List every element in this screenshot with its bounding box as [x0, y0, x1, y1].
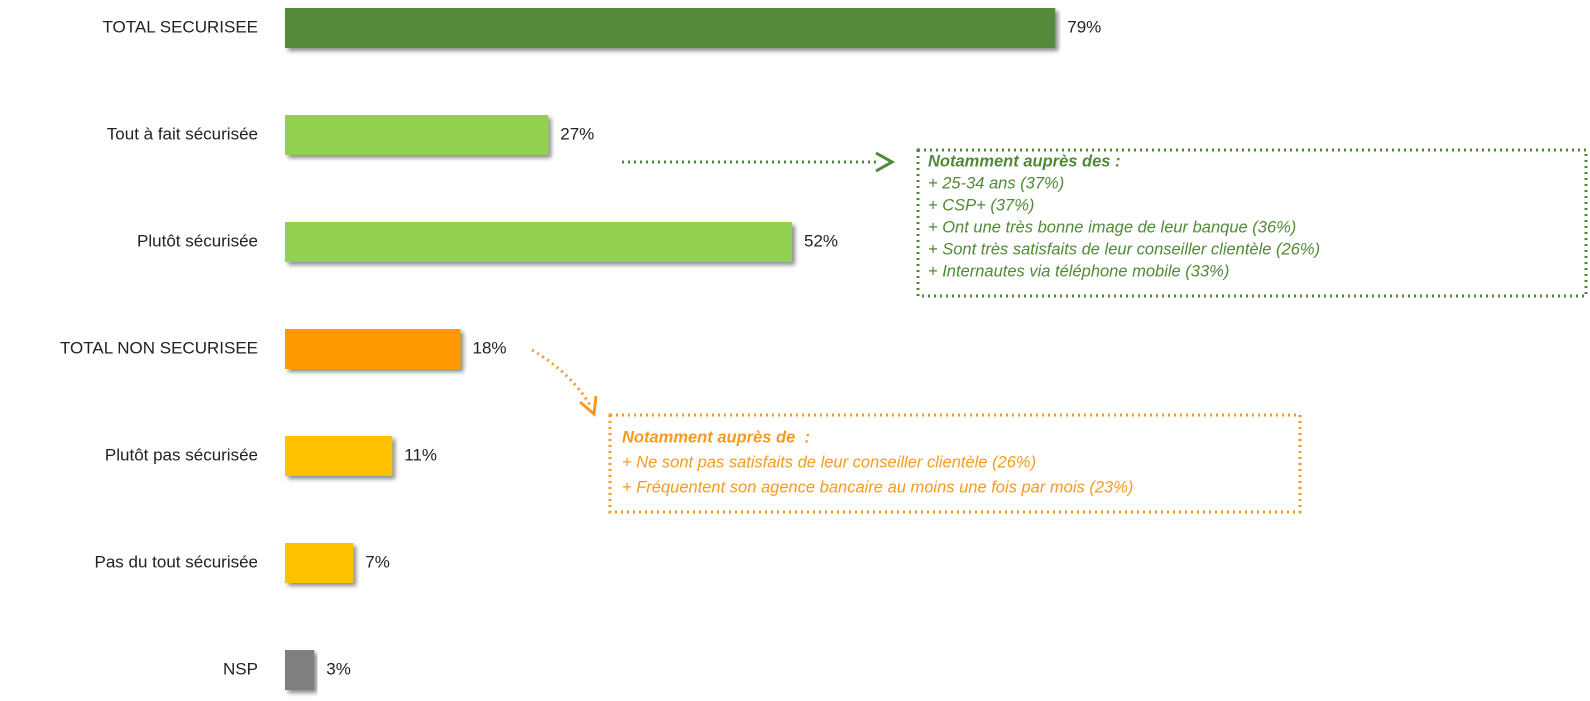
value-label: 18%	[473, 338, 507, 357]
bar	[285, 222, 792, 262]
value-label: 11%	[404, 445, 437, 464]
callout-title: Notamment auprès de :	[622, 428, 810, 446]
arrow-head	[579, 395, 598, 417]
callout-line: + Fréquentent son agence bancaire au moi…	[622, 478, 1133, 496]
category-label: TOTAL SECURISEE	[102, 17, 258, 36]
category-label: Pas du tout sécurisée	[95, 552, 258, 571]
value-label: 27%	[560, 124, 594, 143]
callout-line: + Internautes via téléphone mobile (33%)	[928, 262, 1229, 280]
callout-box	[916, 148, 1588, 298]
bar	[285, 329, 461, 369]
category-label: Plutôt pas sécurisée	[105, 445, 258, 464]
callout-line: + Sont très satisfaits de leur conseille…	[928, 240, 1320, 258]
bar	[285, 543, 354, 583]
value-label: 79%	[1067, 17, 1101, 36]
bar	[285, 436, 393, 476]
bar	[285, 115, 549, 155]
arrow	[531, 348, 592, 406]
callout-line: + 25-34 ans (37%)	[928, 174, 1064, 192]
value-label: 52%	[804, 231, 838, 250]
callout-title: Notamment auprès des :	[928, 152, 1121, 170]
bar	[285, 8, 1056, 48]
callout-line: + CSP+ (37%)	[928, 196, 1034, 214]
category-label: Plutôt sécurisée	[137, 231, 258, 250]
callout-line: + Ont une très bonne image de leur banqu…	[928, 218, 1296, 236]
bar	[285, 650, 315, 690]
callout-box	[608, 413, 1302, 514]
category-label: NSP	[223, 659, 258, 678]
category-label: Tout à fait sécurisée	[107, 124, 258, 143]
category-label: TOTAL NON SECURISEE	[60, 338, 258, 357]
value-label: 3%	[326, 659, 351, 678]
value-label: 7%	[365, 552, 390, 571]
arrow-head	[875, 151, 896, 173]
callout-line: + Ne sont pas satisfaits de leur conseil…	[622, 453, 1036, 471]
